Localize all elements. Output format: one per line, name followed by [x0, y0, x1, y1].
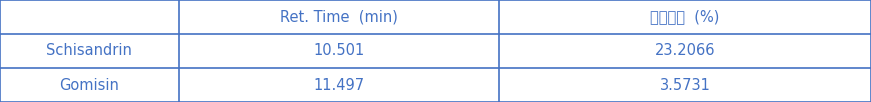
Text: Schisandrin: Schisandrin — [46, 43, 132, 59]
Text: 10.501: 10.501 — [314, 43, 364, 59]
Text: 23.2066: 23.2066 — [655, 43, 715, 59]
Text: 상대함량  (%): 상대함량 (%) — [651, 9, 719, 24]
Text: Ret. Time  (min): Ret. Time (min) — [280, 9, 398, 24]
Text: 3.5731: 3.5731 — [659, 78, 711, 93]
Text: Gomisin: Gomisin — [59, 78, 119, 93]
Text: 11.497: 11.497 — [314, 78, 364, 93]
